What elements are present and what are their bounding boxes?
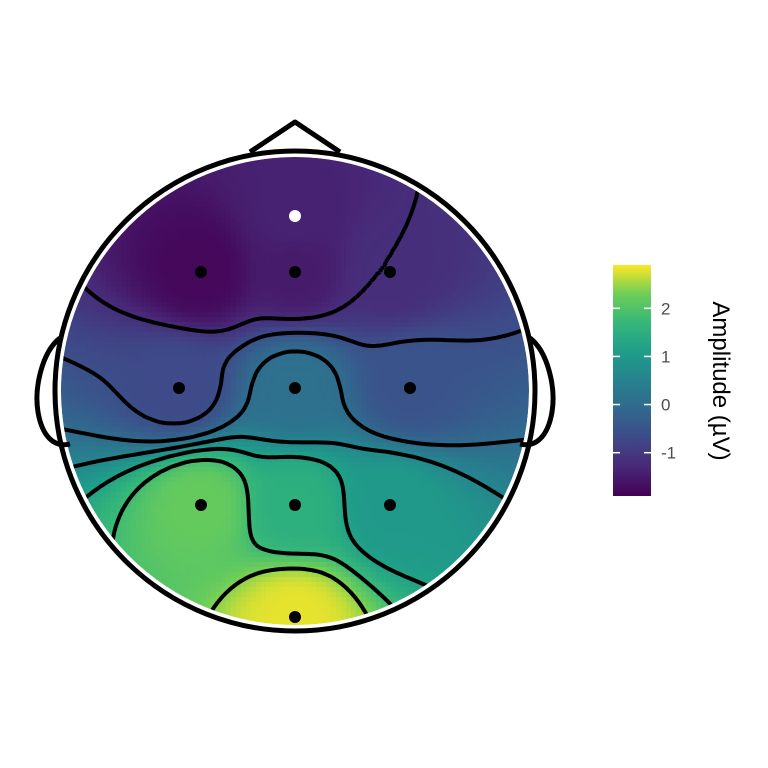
colorbar-tick-label: 2 [661,299,670,318]
electrode [289,611,301,623]
electrode [195,266,207,278]
color-legend: -1 0 1 2 Amplitude (µV) [613,265,734,496]
electrode [289,382,301,394]
colorbar-ticks: -1 0 1 2 [613,299,676,463]
electrode [195,499,207,511]
nose-shape [248,119,342,155]
electrode [289,499,301,511]
head-outline [34,119,556,634]
head-circle [52,148,538,634]
contour-line [61,434,529,521]
electrode [173,382,185,394]
electrode [384,266,396,278]
colorbar-tick-label: -1 [661,444,676,463]
contour-line [61,157,424,334]
electrode [289,266,301,278]
electrode-markers [173,210,416,623]
electrode-highlighted [289,210,301,222]
electrode [384,499,396,511]
left-ear-shape [34,336,71,448]
contour-line [61,322,529,426]
scalp-mask-ring [55,151,535,631]
colorbar-tick-label: 0 [661,396,670,415]
electrode [404,382,416,394]
right-ear-shape [519,336,556,448]
colorbar-tick-label: 1 [661,347,670,366]
legend-title: Amplitude (µV) [707,301,734,460]
colorbar [613,265,651,496]
